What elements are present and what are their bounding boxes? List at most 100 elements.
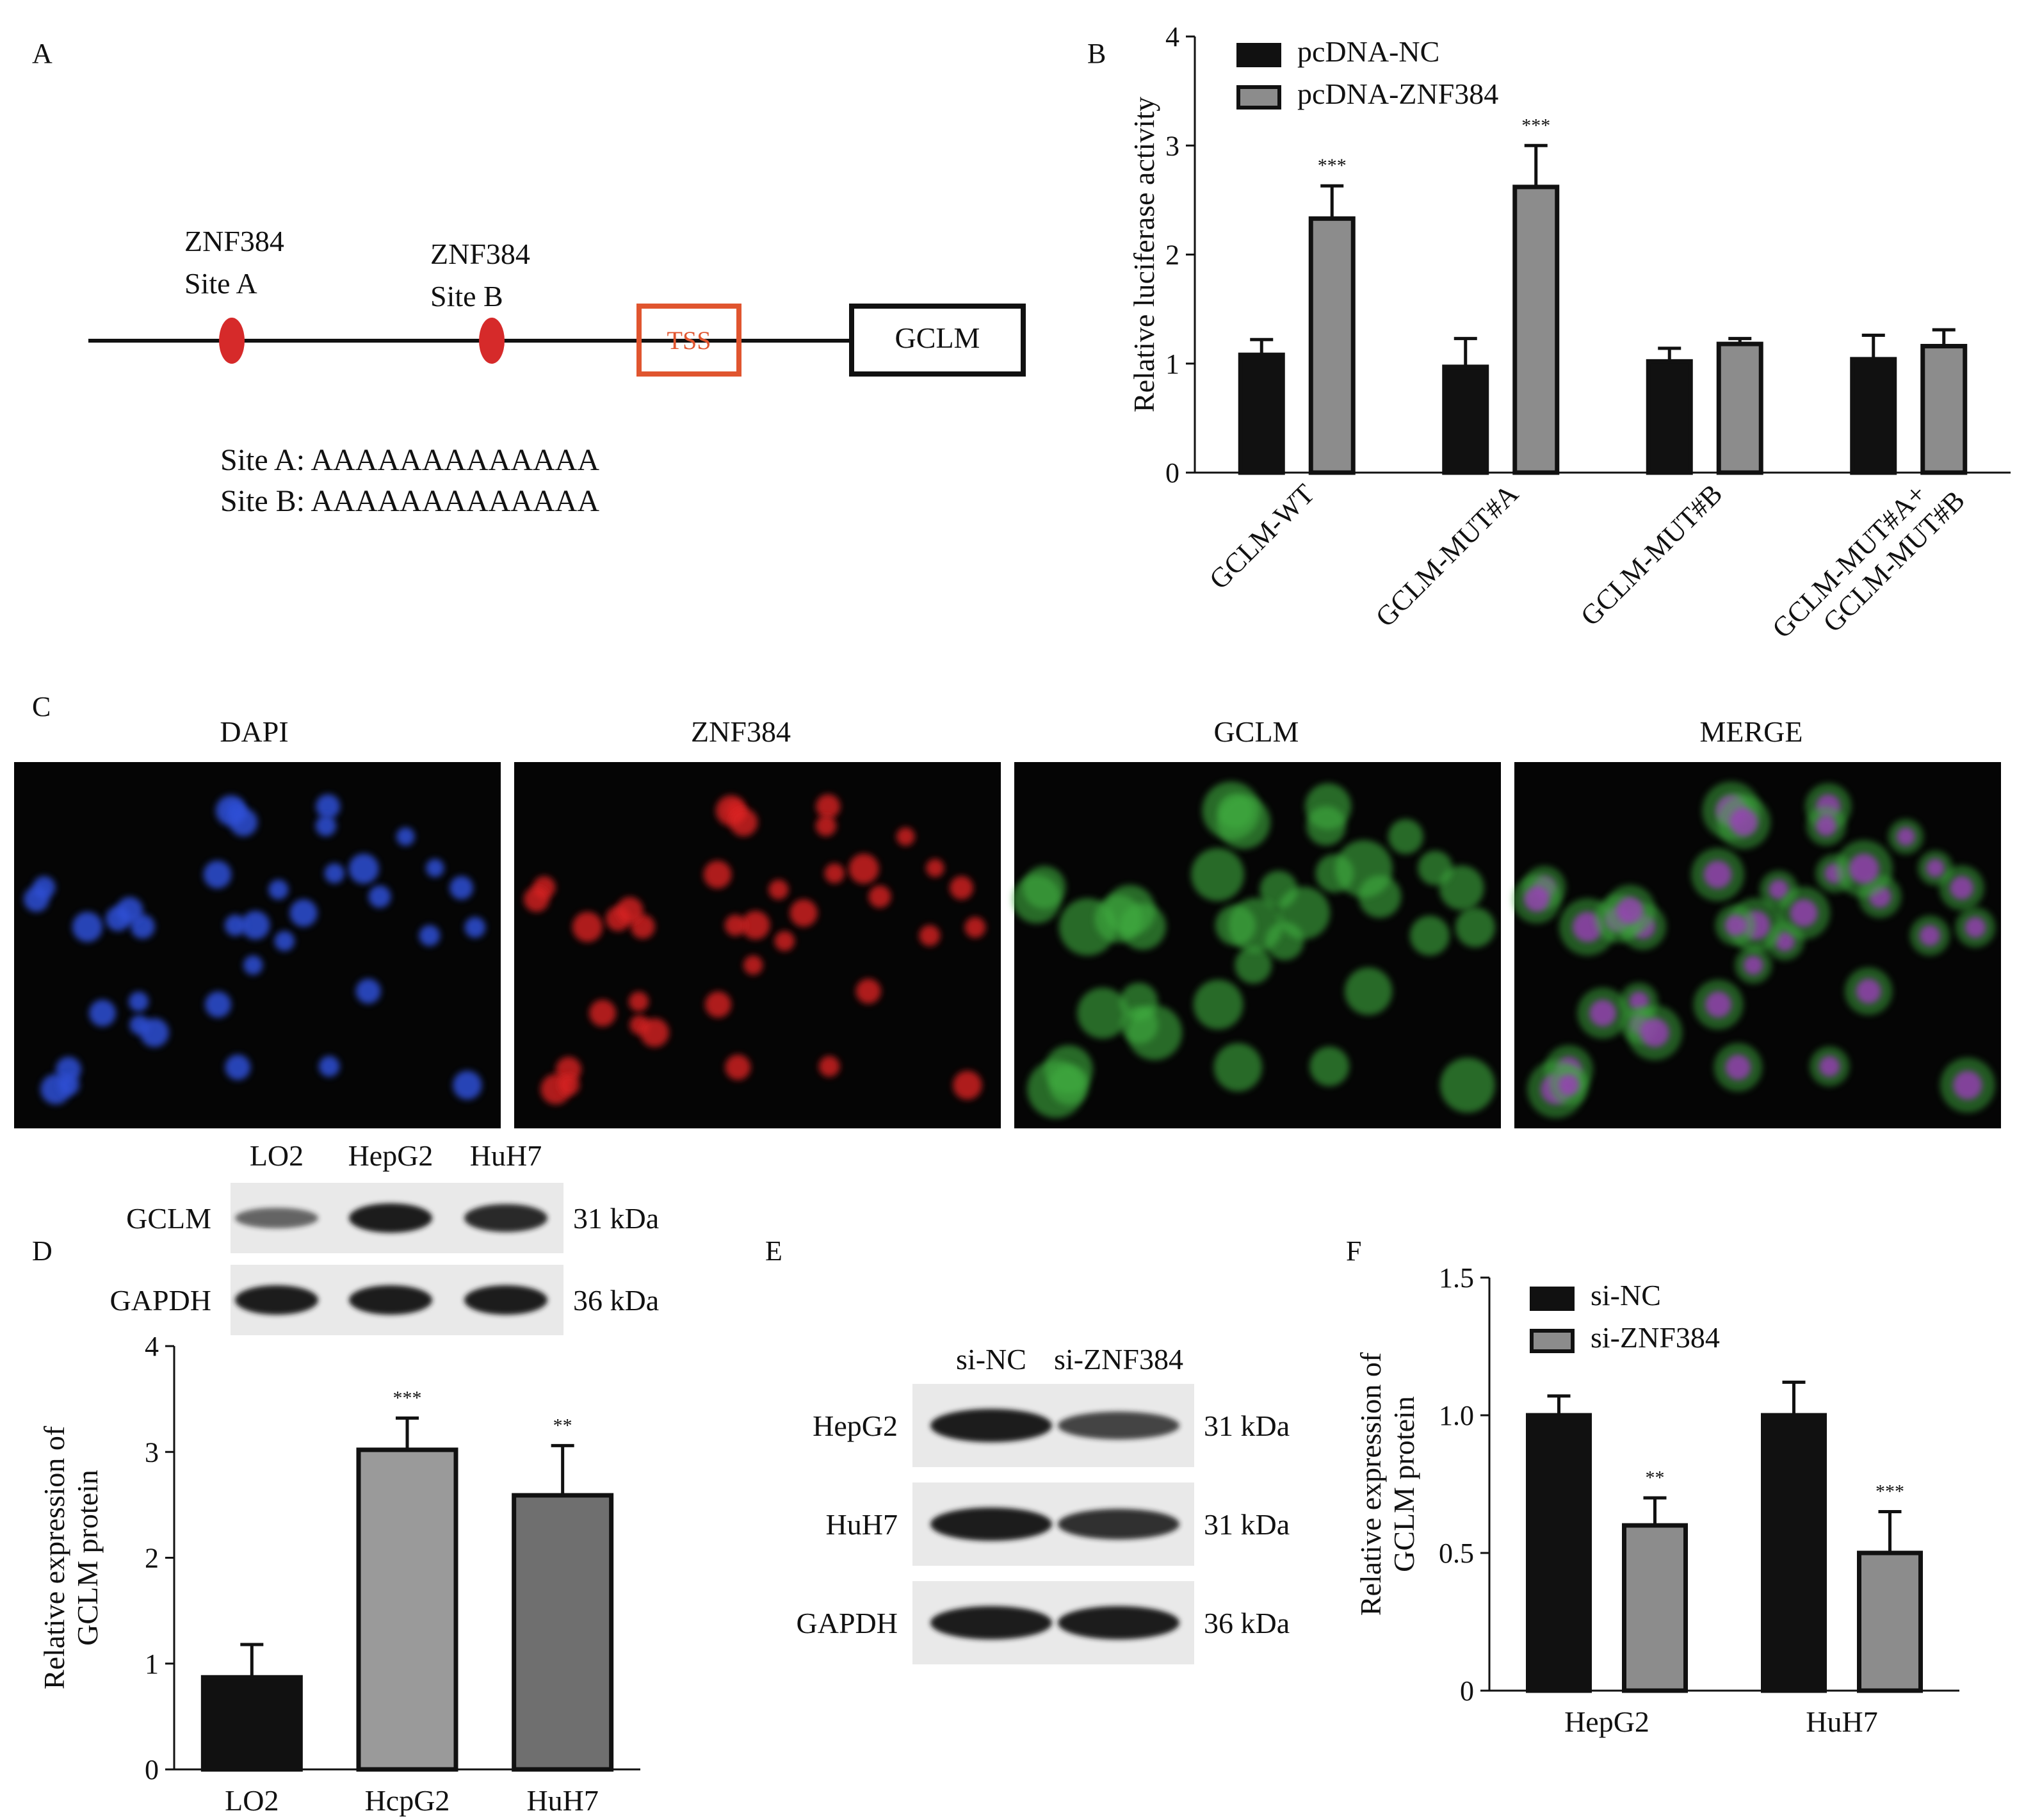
site-a-label-line2: Site A — [184, 267, 257, 300]
merged-nucleus — [1725, 1054, 1751, 1080]
significance-label: ** — [553, 1415, 572, 1436]
blot-kda-label: 36 kDa — [573, 1284, 659, 1317]
if-image-merge — [1512, 762, 2001, 1128]
nucleus — [24, 886, 49, 913]
znf384-signal — [953, 1070, 982, 1100]
gclm-signal — [1127, 1005, 1183, 1060]
if-image-znf384 — [514, 762, 1001, 1128]
merged-nucleus — [1897, 827, 1915, 846]
znf384-signal — [572, 911, 603, 943]
y-tick-label: 4 — [1165, 21, 1179, 53]
znf384-signal — [816, 794, 841, 819]
nucleus — [453, 1070, 482, 1100]
bar — [1850, 357, 1897, 475]
znf384-signal — [628, 991, 649, 1012]
legend-label: pcDNA-ZNF384 — [1297, 77, 1498, 110]
nucleus — [58, 1074, 80, 1096]
bar — [1646, 359, 1693, 475]
nucleus — [324, 863, 345, 884]
znf384-signal — [741, 911, 770, 940]
gclm-signal — [1235, 947, 1272, 984]
nucleus — [318, 1055, 340, 1077]
merged-nucleus — [1640, 1018, 1669, 1048]
blot-lane-label: si-NC — [956, 1343, 1026, 1376]
nucleus — [274, 930, 295, 952]
site-b-label-line1: ZNF384 — [430, 238, 530, 270]
western-blot-d: LO2 HepG2 HuH7 GCLM 31 kDa GAPDH 36 kDa — [110, 1139, 659, 1335]
znf384-signal — [524, 886, 549, 913]
promoter-schematic: ZNF384 Site A ZNF384 Site B TSS GCLM Sit… — [88, 225, 1026, 518]
blot-band — [464, 1204, 547, 1232]
panel-letter-c: C — [32, 691, 51, 722]
nucleus — [368, 885, 391, 908]
immunofluorescence-panels: DAPI ZNF384 GCLM MERGE — [14, 715, 2001, 1128]
merged-nucleus — [1919, 925, 1941, 947]
gclm-gene-label: GCLM — [895, 321, 980, 354]
bar — [356, 1447, 458, 1772]
znf384-signal — [964, 916, 986, 938]
gclm-signal — [1455, 907, 1495, 948]
significance-label: *** — [393, 1387, 422, 1408]
znf384-signal — [743, 955, 763, 975]
bar — [1761, 1413, 1827, 1693]
panel-letter-b: B — [1087, 38, 1106, 69]
nucleus — [396, 827, 415, 846]
gclm-signal — [1193, 979, 1243, 1030]
site-b-sequence: Site B: AAAAAAAAAAAAA — [220, 484, 599, 518]
merged-nucleus — [1705, 991, 1732, 1018]
gclm-signal — [1213, 1043, 1263, 1092]
znf384-signal — [768, 879, 789, 900]
merged-nucleus — [1769, 879, 1789, 900]
merged-nucleus — [1524, 886, 1550, 913]
x-tick-label: LO2 — [225, 1784, 279, 1817]
blot-row-label: GAPDH — [110, 1284, 211, 1317]
gclm-signal — [1012, 875, 1061, 923]
gclm-signal — [1335, 840, 1393, 898]
nucleus — [268, 879, 289, 900]
y-tick-label: 0.5 — [1439, 1538, 1474, 1569]
bar — [1442, 364, 1489, 475]
blot-band — [930, 1606, 1052, 1639]
bar — [1512, 184, 1560, 475]
if-image-dapi — [14, 762, 501, 1128]
y-axis-title: Relative expression of — [38, 1426, 70, 1689]
y-tick-label: 1.0 — [1439, 1400, 1474, 1431]
merged-nucleus — [1628, 991, 1649, 1012]
legend-swatch — [1236, 43, 1281, 67]
bar — [1526, 1413, 1592, 1693]
blot-lane-label: HepG2 — [348, 1139, 433, 1172]
luciferase-bar-chart: 0 1 2 3 4 Relative luciferase activity *** GCLM… — [1128, 21, 2011, 644]
nucleus — [203, 860, 232, 889]
if-title-merge: MERGE — [1700, 715, 1803, 748]
y-tick-label: 3 — [1165, 130, 1179, 161]
blot-row-label: GCLM — [126, 1202, 211, 1235]
nucleus — [426, 859, 444, 877]
x-tick-label: HuH7 — [526, 1784, 598, 1817]
site-a-marker — [219, 318, 245, 364]
blot-band — [349, 1203, 432, 1233]
nucleus — [348, 853, 379, 884]
tss-label: TSS — [667, 326, 711, 355]
nucleus — [355, 979, 381, 1004]
sirna-gclm-bar-chart: 0 0.5 1.0 1.5 Relative expression of GCLM pro… — [1354, 1262, 1959, 1738]
znf384-signal — [896, 827, 915, 846]
znf384-signal — [703, 860, 732, 889]
merged-nucleus — [1703, 860, 1732, 889]
nucleus — [243, 955, 263, 975]
panel-letter-a: A — [32, 38, 53, 69]
nucleus — [289, 899, 318, 927]
znf384-signal — [729, 808, 758, 836]
bar — [1238, 352, 1285, 475]
nucleus — [241, 911, 270, 940]
x-tick-label: GCLM-WT — [1203, 478, 1320, 595]
gclm-signal — [1049, 1065, 1089, 1105]
blot-band — [349, 1285, 432, 1315]
znf384-signal — [855, 979, 881, 1004]
znf384-signal — [705, 991, 732, 1018]
bar — [1308, 216, 1356, 475]
nucleus — [316, 794, 341, 819]
znf384-signal — [919, 925, 941, 947]
blot-band — [1058, 1606, 1179, 1639]
site-a-sequence: Site A: AAAAAAAAAAAAA — [220, 443, 599, 477]
